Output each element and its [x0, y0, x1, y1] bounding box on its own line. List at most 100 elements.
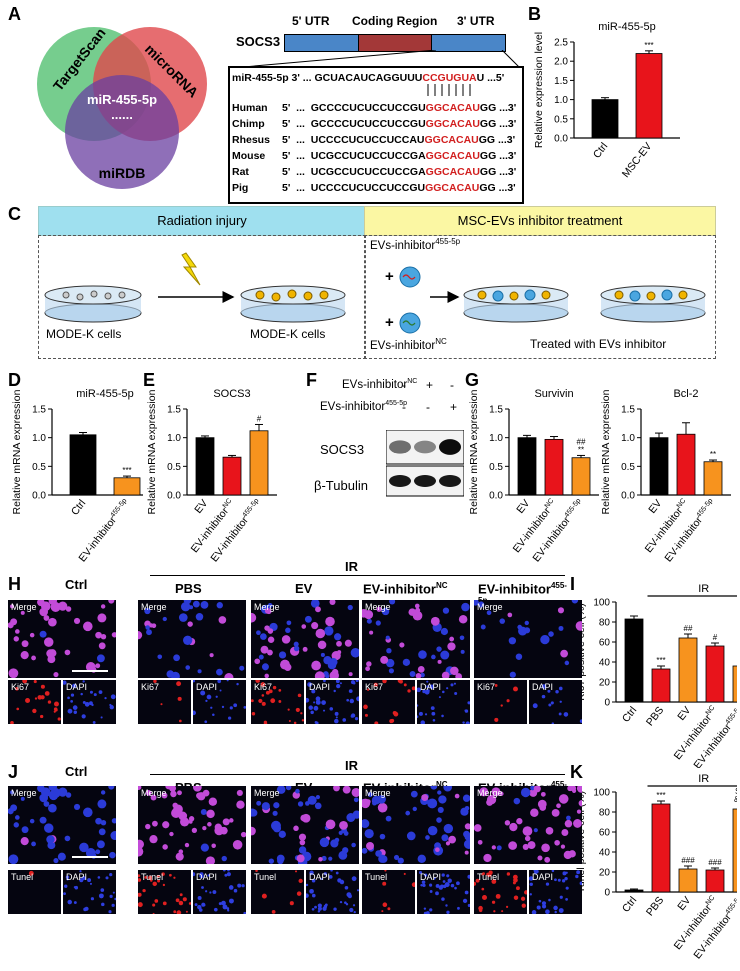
- stain-label: Ki67: [11, 682, 30, 692]
- merge-image: Merge: [362, 600, 470, 678]
- lightning-icon: [181, 252, 201, 286]
- alignment-box: miR-455-5p 3' ... GCUACAUCAGGUUUCCGUGUAU…: [228, 66, 524, 204]
- utr3-label: 3' UTR: [457, 14, 495, 28]
- dapi-image: DAPI: [306, 870, 359, 914]
- panel-label-e: E: [143, 370, 156, 390]
- dish-1: [44, 285, 142, 323]
- cell-dots: [306, 680, 359, 724]
- stain-label: Tunel: [365, 872, 388, 882]
- bar: [732, 665, 737, 703]
- merge-image: Merge: [8, 600, 116, 678]
- merge-image: Merge: [251, 600, 359, 678]
- treatment-title: MSC-EVs inhibitor treatment: [457, 213, 623, 228]
- cell-dots: [63, 680, 116, 724]
- socs3-band: [414, 440, 436, 454]
- bar: [624, 618, 644, 703]
- significance-mark: ##: [577, 437, 586, 446]
- species-row-rhesus: Rhesus 5' ... UCCCCUCUCCUCCAUGGCACAUGG ..…: [232, 134, 516, 146]
- y-tick-label: 1.0: [554, 95, 568, 106]
- dapi-image: DAPI: [63, 680, 116, 724]
- vesicle-icon-455: [399, 266, 421, 288]
- bar: [651, 803, 671, 893]
- y-axis-label: Relative mRNA expression: [146, 389, 158, 514]
- utr5-label: 5' UTR: [292, 14, 330, 28]
- stain-label: Ki67: [254, 682, 273, 692]
- dapi-image: DAPI: [417, 870, 470, 914]
- venn-center-label: miR-455-5p: [87, 92, 157, 107]
- y-tick-label: 0.5: [489, 462, 503, 473]
- y-axis-label: Relative mRNA expression: [468, 389, 480, 514]
- x-tick-label: EV: [514, 497, 532, 515]
- y-axis-label: Relative mRNA expression: [11, 389, 23, 514]
- merge-image: Merge: [474, 786, 582, 864]
- dapi-label: DAPI: [196, 872, 218, 882]
- dapi-label: DAPI: [196, 682, 218, 692]
- cell-nuclei: [251, 600, 359, 678]
- cell-nuclei: [138, 786, 246, 864]
- cell-nuclei: [362, 600, 470, 678]
- merge-label: Merge: [11, 788, 37, 798]
- vesicle-icon-nc: [399, 312, 421, 334]
- x-tick-label: PBS: [644, 704, 666, 728]
- stain-image: Tunel: [138, 870, 191, 914]
- y-tick-label: 80: [599, 808, 611, 819]
- chart-title: SOCS3: [213, 388, 250, 400]
- tubulin-band: [389, 475, 411, 487]
- stain-image: Tunel: [474, 870, 527, 914]
- stain-label: Tunel: [477, 872, 500, 882]
- panel-j-microscopy: Ctrl IR PBS EV EV-inhibitorNC EV-inhibit…: [0, 758, 570, 804]
- cell-nuclei: [362, 786, 470, 864]
- wb-row2-label: EVs-inhibitor455-5p: [320, 400, 407, 413]
- panel-label-c: C: [8, 204, 21, 224]
- dapi-label: DAPI: [309, 682, 331, 692]
- h-col-pbs: PBS: [175, 581, 202, 596]
- merge-label: Merge: [141, 602, 167, 612]
- cell-dots: [28, 870, 34, 876]
- tubulin-band: [414, 475, 436, 487]
- panel-label-f: F: [306, 370, 317, 390]
- mode-k-cells-label-1: MODE-K cells: [46, 327, 122, 341]
- mirna-row: miR-455-5p 3' ... GCUACAUCAGGUUUCCGUGUAU…: [232, 72, 505, 84]
- y-tick-label: 0: [604, 888, 610, 899]
- y-tick-label: 1.5: [32, 405, 46, 416]
- chart-g-survivin: Survivin Relative mRNA expression 0.0 0.5 1.…: [468, 388, 599, 564]
- y-tick-label: 0.0: [167, 491, 181, 502]
- significance-mark: ***: [122, 466, 131, 475]
- h-col-ev-inhib-nc: EV-inhibitorNC: [363, 581, 448, 597]
- y-tick-label: 40: [599, 848, 611, 859]
- bar: [249, 430, 269, 496]
- merge-image: Merge: [138, 600, 246, 678]
- merge-label: Merge: [141, 788, 167, 798]
- wb-row2-mark-2: -: [426, 400, 430, 414]
- panel-label-b: B: [528, 4, 541, 24]
- venn-circle-mirdb: [65, 75, 179, 189]
- bar: [703, 461, 723, 496]
- dapi-label: DAPI: [420, 872, 442, 882]
- bar: [544, 438, 564, 496]
- panel-label-g: G: [465, 370, 480, 390]
- socs3-gene-label: SOCS3: [236, 34, 281, 49]
- scale-bar: [72, 670, 108, 672]
- bar: [517, 437, 537, 496]
- dapi-image: DAPI: [306, 680, 359, 724]
- dapi-image: DAPI: [193, 680, 246, 724]
- cell-dots: [529, 870, 582, 914]
- tubulin-band: [439, 475, 461, 487]
- y-tick-label: 1.0: [167, 433, 181, 444]
- inhibitor-455-label: EVs-inhibitor455-5p: [370, 237, 461, 252]
- y-tick-label: 60: [599, 638, 611, 649]
- dish-4: [600, 285, 706, 323]
- h-col-ev: EV: [295, 581, 313, 596]
- y-tick-label: 1.5: [489, 405, 503, 416]
- schematic-left-box: [38, 235, 366, 359]
- gene-bar: [284, 34, 506, 52]
- dish-3: [463, 285, 569, 323]
- bar: [222, 456, 242, 496]
- wb-row1-mark-3: -: [450, 378, 454, 392]
- chart-b-mir455-expression: miR-455-5p Relative expression level 0.0 0.…: [533, 21, 680, 180]
- cell-dots: [417, 680, 470, 724]
- venn-label-mirdb: miRDB: [99, 165, 146, 181]
- j-ir-line: [150, 774, 565, 775]
- y-tick-label: 40: [599, 658, 611, 669]
- pairing-lines: [427, 84, 471, 96]
